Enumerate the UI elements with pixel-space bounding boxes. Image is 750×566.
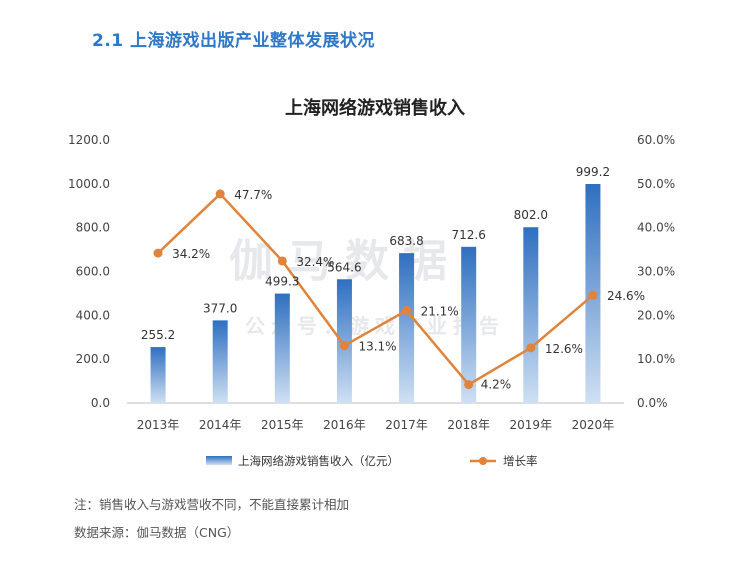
bar <box>150 347 166 403</box>
growth-value-label: 13.1% <box>358 340 396 354</box>
growth-point <box>588 290 598 300</box>
x-tick-label: 2019年 <box>510 418 553 432</box>
x-tick-label: 2016年 <box>323 418 366 432</box>
axes: 0.0 200.0 400.0 600.0 800.0 1000.0 1200.0 0.0% 1… <box>68 133 675 432</box>
y-right-tick-label: 60.0% <box>637 133 675 147</box>
growth-value-label: 12.6% <box>545 342 583 356</box>
x-tick-label: 2020年 <box>572 418 615 432</box>
bar-value-label: 377.0 <box>203 301 237 315</box>
x-tick-label: 2017年 <box>385 418 428 432</box>
y-left-tick-label: 400.0 <box>76 308 110 322</box>
bar <box>523 227 539 403</box>
legend-line-marker <box>479 457 487 465</box>
y-right-tick-label: 40.0% <box>637 221 675 235</box>
x-tick-label: 2013年 <box>137 418 180 432</box>
legend-bar-label: 上海网络游戏销售收入（亿元） <box>238 454 399 468</box>
bar-value-label: 683.8 <box>389 234 423 248</box>
y-left-tick-label: 800.0 <box>76 221 110 235</box>
section-title: 2.1 上海游戏出版产业整体发展状况 <box>92 31 376 51</box>
growth-point <box>215 189 225 199</box>
x-tick-label: 2015年 <box>261 418 304 432</box>
growth-point <box>153 248 163 258</box>
bar <box>399 253 415 403</box>
growth-value-label: 21.1% <box>421 305 459 319</box>
x-tick-label: 2014年 <box>199 418 242 432</box>
growth-point <box>526 343 536 353</box>
bar <box>274 293 290 403</box>
growth-point <box>402 306 412 316</box>
growth-value-label: 4.2% <box>481 378 512 392</box>
growth-value-label: 24.6% <box>607 289 645 303</box>
legend: 上海网络游戏销售收入（亿元） 增长率 <box>206 454 538 468</box>
growth-line <box>157 192 594 386</box>
growth-value-label: 34.2% <box>172 247 210 261</box>
y-right-tick-label: 0.0% <box>637 396 668 410</box>
growth-point <box>277 256 287 266</box>
chart-title: 上海网络游戏销售收入 <box>285 97 465 119</box>
bar-value-label: 999.2 <box>576 165 610 179</box>
bar-value-label: 802.0 <box>514 208 548 222</box>
x-tick-label: 2018年 <box>447 418 490 432</box>
data-labels: 255.2 377.0 499.3 564.6 683.8 712.6 802.0 999.2… <box>141 165 645 392</box>
bar-value-label: 499.3 <box>265 275 299 289</box>
y-left-tick-label: 1000.0 <box>68 177 110 191</box>
y-left-tick-label: 600.0 <box>76 265 110 279</box>
y-left-tick-label: 1200.0 <box>68 133 110 147</box>
data-source: 数据来源：伽马数据（CNG） <box>74 525 240 540</box>
chart-note: 注：销售收入与游戏营收不同，不能直接累计相加 <box>74 497 350 512</box>
growth-line-series <box>153 189 598 390</box>
bar-value-label: 255.2 <box>141 328 175 342</box>
bar-value-label: 564.6 <box>327 260 361 274</box>
y-right-tick-label: 20.0% <box>637 308 675 322</box>
growth-point <box>464 380 474 390</box>
y-right-tick-label: 10.0% <box>637 352 675 366</box>
bar-value-label: 712.6 <box>452 228 486 242</box>
growth-point <box>339 341 349 351</box>
bar <box>212 320 228 403</box>
legend-line-label: 增长率 <box>503 454 538 468</box>
y-left-tick-label: 0.0 <box>91 396 110 410</box>
y-right-tick-label: 50.0% <box>637 177 675 191</box>
legend-bar-swatch <box>206 456 232 465</box>
bar <box>461 246 477 403</box>
growth-value-label: 47.7% <box>234 188 272 202</box>
y-left-tick-label: 200.0 <box>76 352 110 366</box>
growth-value-label: 32.4% <box>296 255 334 269</box>
y-right-tick-label: 30.0% <box>637 265 675 279</box>
